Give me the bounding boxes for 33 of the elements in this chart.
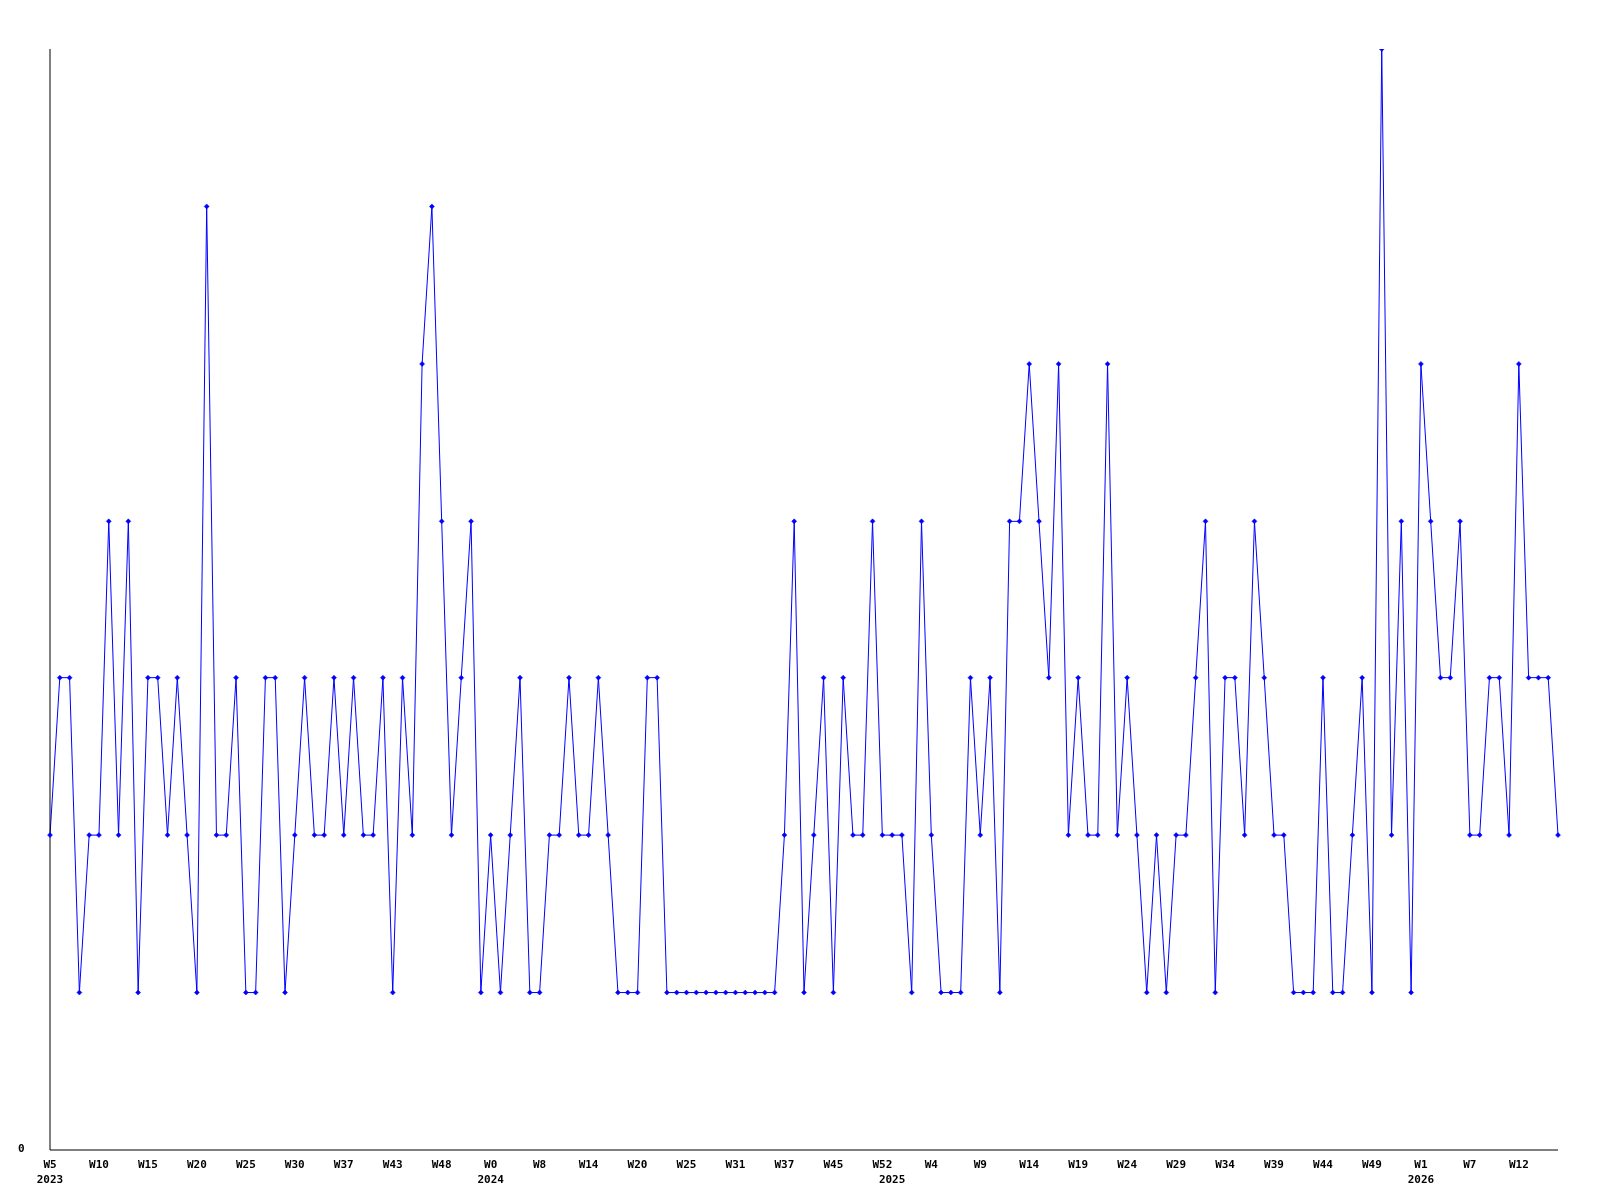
x-tick-label: W37	[774, 1158, 795, 1171]
x-tick-label: W19	[1068, 1158, 1089, 1171]
x-tick-label: 2025	[878, 1173, 906, 1186]
x-tick-label: W25	[676, 1158, 697, 1171]
x-tick-label: W5 2023	[36, 1158, 64, 1186]
x-tick-label: W31	[725, 1158, 746, 1171]
x-tick-label: W44	[1313, 1158, 1334, 1171]
x-tick-label: W10	[89, 1158, 109, 1171]
text: 0	[18, 1142, 25, 1155]
x-tick-label: W34	[1215, 1158, 1236, 1171]
x-tick-label: W48	[431, 1158, 452, 1171]
x-tick-label: W30	[284, 1158, 305, 1171]
x-tick-label: W29	[1166, 1158, 1187, 1171]
x-tick-label: W24	[1117, 1158, 1138, 1171]
x-tick-label: W37	[333, 1158, 354, 1171]
x-tick-label: W7	[1463, 1158, 1477, 1171]
x-tick-label: W45	[823, 1158, 844, 1171]
x-tick-label: W25	[235, 1158, 256, 1171]
x-tick-label: W14	[578, 1158, 599, 1171]
x-tick-label: W12	[1508, 1158, 1529, 1171]
x-tick-label: W9	[973, 1158, 987, 1171]
x-tick-label: W4	[924, 1158, 939, 1171]
x-tick-label: W14	[1019, 1158, 1040, 1171]
x-tick-label: W1 2026	[1407, 1158, 1435, 1186]
x-tick-label: W43	[382, 1158, 403, 1171]
x-tick-label: W39	[1264, 1158, 1284, 1171]
x-tick-label: W52	[872, 1158, 893, 1171]
x-tick-label: W8	[532, 1158, 547, 1171]
x-tick-label: W20	[627, 1158, 648, 1171]
x-tick-label: W49	[1362, 1158, 1382, 1171]
x-tick-label: W15	[137, 1158, 158, 1171]
x-tick-label: W0 2024	[477, 1158, 505, 1186]
x-tick-label: W20	[186, 1158, 207, 1171]
